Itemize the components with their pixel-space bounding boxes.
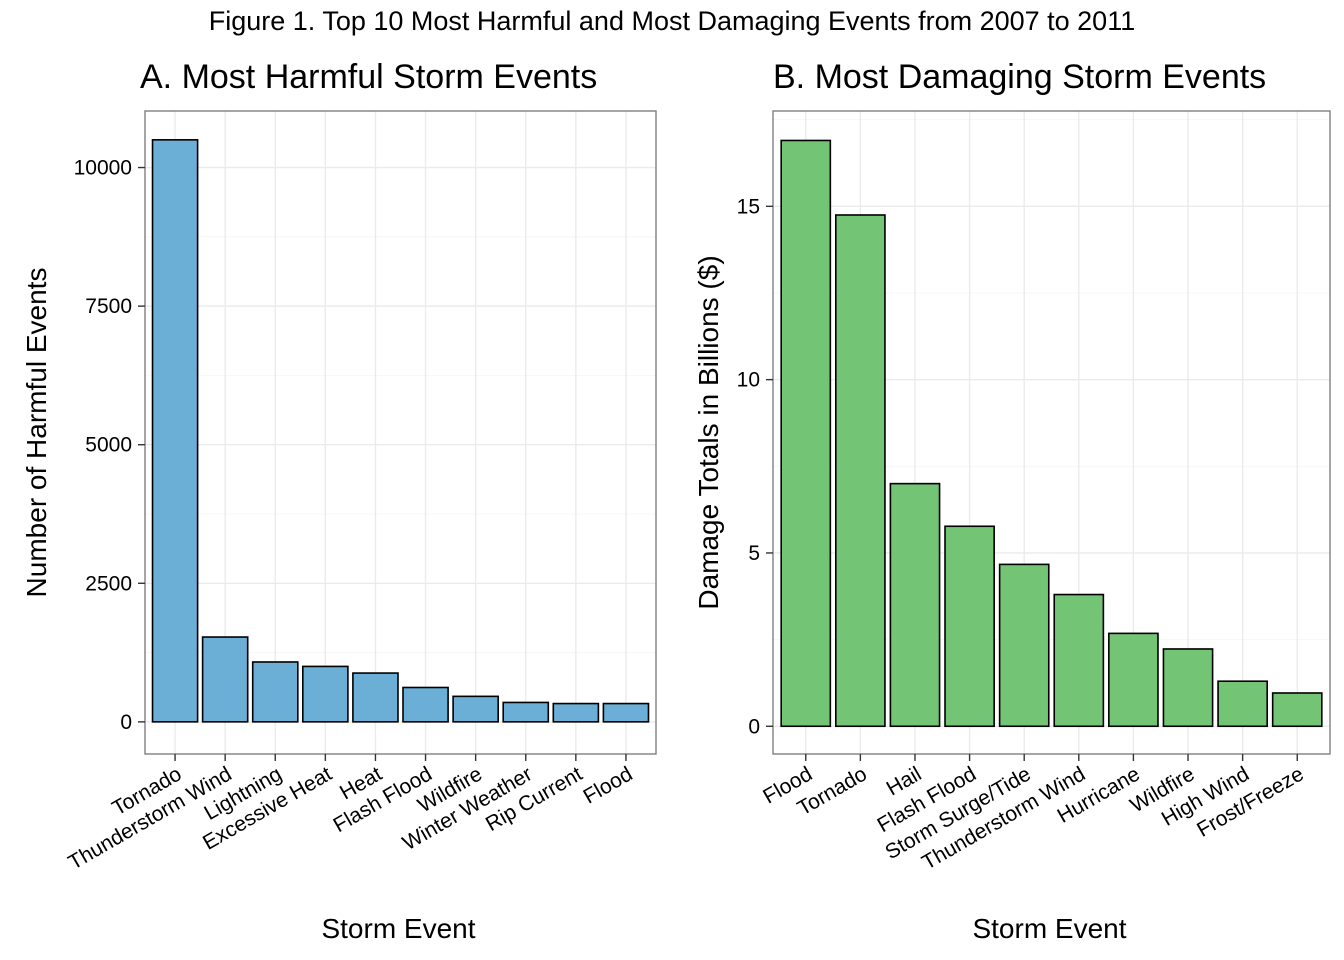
- bar-flood: [602, 702, 650, 723]
- y-tick-label: 2500: [85, 572, 132, 595]
- bar-excessive-heat: [302, 665, 349, 723]
- bar-flash-flood: [402, 686, 449, 723]
- bar-tornado: [834, 214, 886, 728]
- bar-lightning: [251, 661, 299, 723]
- y-tick-label: 5: [748, 542, 760, 565]
- figure-title: Figure 1. Top 10 Most Harmful and Most D…: [208, 6, 1136, 36]
- x-axis-title: Storm Event: [321, 913, 475, 944]
- bar-heat: [352, 672, 399, 723]
- bar-frost-freeze: [1271, 692, 1323, 728]
- bar-wildfire: [1162, 648, 1214, 728]
- panel-title: B. Most Damaging Storm Events: [773, 58, 1266, 96]
- x-axis-title: Storm Event: [972, 913, 1126, 944]
- x-tick-label: Flood: [579, 762, 636, 808]
- bar-thunderstorm-wind: [1053, 593, 1105, 728]
- bar-hurricane: [1108, 632, 1159, 728]
- y-tick-label: 15: [737, 195, 760, 218]
- y-tick-label: 0: [748, 715, 760, 738]
- bar-hail: [889, 482, 941, 728]
- y-tick-label: 7500: [85, 295, 132, 318]
- y-tick-label: 5000: [85, 434, 132, 457]
- y-tick-label: 10: [737, 369, 760, 392]
- bar-storm-surge-tide: [998, 563, 1050, 728]
- plot-frame: [144, 110, 657, 755]
- bar-wildfire: [452, 695, 499, 723]
- panel-title: A. Most Harmful Storm Events: [140, 58, 597, 96]
- bar-winter-weather: [502, 701, 550, 723]
- y-axis-title: Damage Totals in Billions ($): [693, 255, 724, 609]
- bar-flood: [780, 139, 832, 728]
- y-axis-title: Number of Harmful Events: [21, 268, 52, 598]
- bar-flash-flood: [944, 525, 995, 728]
- y-tick-label: 10000: [74, 157, 132, 180]
- bar-thunderstorm-wind: [201, 636, 249, 723]
- y-tick-label: 0: [120, 711, 132, 734]
- bar-tornado: [151, 139, 199, 723]
- plot-frame: [772, 110, 1331, 755]
- bar-rip-current: [552, 702, 600, 723]
- bar-high-wind: [1217, 680, 1269, 728]
